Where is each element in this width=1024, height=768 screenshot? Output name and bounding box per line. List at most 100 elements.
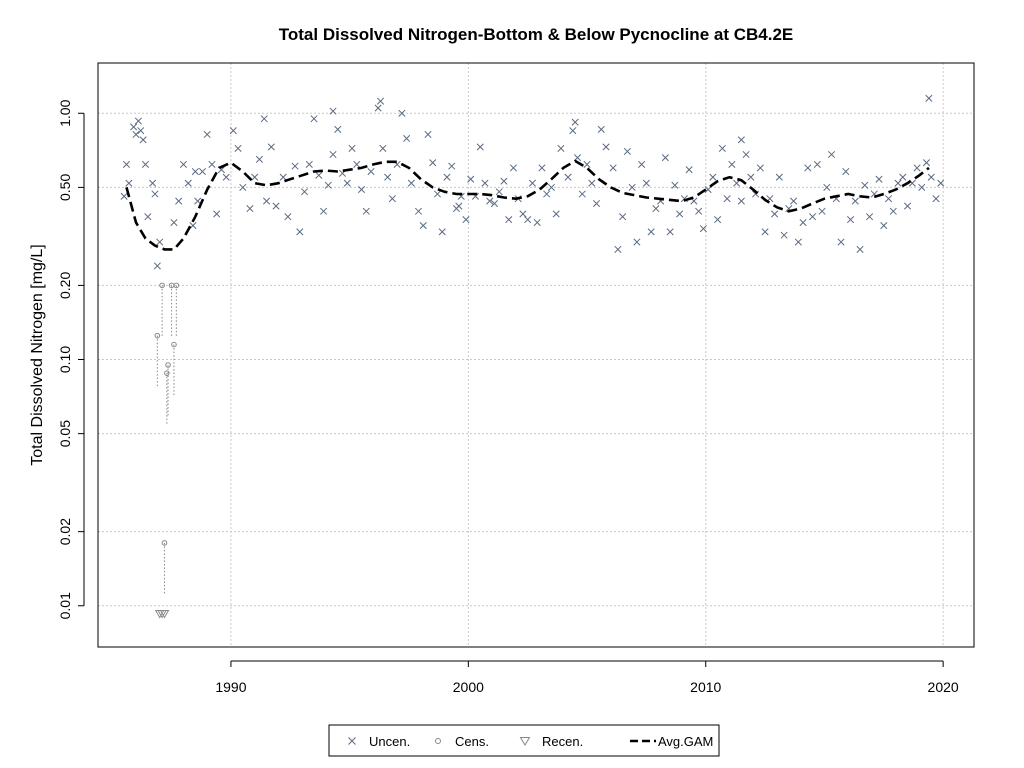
- x-tick-label: 2020: [928, 679, 959, 695]
- gam-curve: [125, 159, 930, 251]
- uncensored-point: [780, 231, 788, 239]
- uncensored-point: [476, 143, 484, 151]
- uncensored-point: [448, 162, 456, 170]
- uncensored-point: [433, 190, 442, 198]
- legend-label: Uncen.: [369, 734, 410, 749]
- uncensored-point: [324, 181, 332, 189]
- uncensored-point: [481, 179, 489, 187]
- uncensored-point: [137, 127, 145, 135]
- uncensored-point: [804, 164, 812, 172]
- uncensored-point: [737, 197, 745, 205]
- uncensored-point: [937, 179, 945, 187]
- uncensored-point: [932, 195, 940, 203]
- uncensored-point: [671, 181, 679, 189]
- uncensored-point: [704, 185, 712, 194]
- uncensored-point: [255, 155, 263, 163]
- uncensored-point: [666, 228, 674, 236]
- recensored-point: [159, 610, 170, 619]
- uncensored-point: [462, 216, 470, 224]
- uncensored-point: [279, 173, 287, 181]
- uncensored-point: [538, 164, 546, 172]
- censored-point: [173, 282, 180, 289]
- uncensored-point: [737, 136, 745, 144]
- uncensored-point: [184, 179, 192, 187]
- legend-label: Recen.: [542, 734, 583, 749]
- uncensored-point: [602, 143, 610, 151]
- uncensored-point: [799, 218, 807, 227]
- uncensored-point: [319, 207, 328, 215]
- uncensored-point: [875, 175, 883, 183]
- uncensored-point: [151, 190, 159, 198]
- uncensored-point: [709, 173, 717, 181]
- uncensored-point: [353, 160, 361, 168]
- uncensored-point: [222, 173, 230, 181]
- uncensored-point: [519, 210, 527, 218]
- uncensored-point: [547, 183, 555, 191]
- uncensored-point: [818, 207, 826, 215]
- uncensored-point: [661, 154, 669, 162]
- uncensored-point: [120, 192, 128, 200]
- y-tick-label: 0.10: [57, 346, 73, 373]
- y-tick-label: 0.01: [57, 592, 73, 619]
- uncensored-point: [652, 205, 660, 213]
- uncensored-point: [884, 195, 893, 203]
- uncensored-point: [851, 197, 859, 205]
- uncensored-point: [823, 183, 831, 191]
- y-tick-label: 0.05: [57, 420, 73, 447]
- uncensored-point: [272, 202, 280, 210]
- uncensored-point: [141, 160, 150, 168]
- uncensored-point: [357, 185, 366, 194]
- uncensored-point: [500, 177, 508, 185]
- uncensored-point: [329, 150, 337, 159]
- y-tick-label: 0.20: [57, 272, 73, 299]
- uncensored-point: [861, 181, 869, 189]
- x-tick-label: 2010: [690, 679, 721, 695]
- uncensored-point: [647, 228, 655, 236]
- uncensored-point: [742, 150, 750, 159]
- uncensored-point: [856, 245, 864, 253]
- uncensored-point: [569, 127, 577, 135]
- uncensored-point: [638, 160, 646, 168]
- uncensored-point: [775, 173, 783, 181]
- uncensored-point: [490, 199, 499, 208]
- x-axis: 1990 2000 2010 2020: [215, 660, 959, 695]
- uncensored-point: [403, 134, 411, 143]
- uncensored-point: [305, 160, 313, 168]
- uncensored-point: [728, 160, 736, 168]
- uncensored-point: [455, 202, 463, 210]
- legend-label: Cens.: [455, 734, 489, 749]
- legend-cens-marker: [435, 738, 441, 744]
- uncensored-point: [267, 143, 275, 151]
- uncensored-point: [894, 179, 902, 187]
- uncensored-point: [144, 213, 152, 221]
- uncensored-point: [505, 216, 513, 224]
- uncensored-point: [122, 160, 131, 168]
- uncensored-point: [229, 127, 237, 135]
- uncensored-point: [699, 225, 707, 233]
- uncensored-point: [438, 228, 446, 236]
- uncensored-point: [429, 159, 437, 167]
- uncensored-point: [262, 197, 271, 205]
- x-tick-label: 2000: [453, 679, 484, 695]
- uncensored-point: [865, 213, 874, 221]
- uncensored-point: [246, 205, 254, 213]
- uncensored-point: [376, 97, 385, 105]
- uncensored-point: [771, 210, 779, 218]
- y-axis: 0.01 0.02 0.05 0.10 0.20 0.50 1.00: [57, 99, 85, 619]
- uncensored-point: [310, 115, 318, 123]
- uncensored-point: [191, 167, 199, 176]
- uncensored-point: [597, 125, 605, 133]
- uncensored-point: [348, 144, 356, 152]
- uncensored-point: [628, 183, 636, 191]
- plot-frame: [97, 62, 975, 648]
- uncensored-point: [925, 94, 933, 102]
- legend: Uncen. Cens. Recen. Avg.GAM: [328, 724, 720, 757]
- uncensored-point: [723, 195, 731, 203]
- uncensored-point: [208, 160, 216, 168]
- uncensored-point: [533, 218, 541, 227]
- uncensored-point: [367, 167, 375, 176]
- uncensored-point: [609, 164, 617, 172]
- uncensored-point: [571, 118, 579, 126]
- uncensored-point: [291, 162, 299, 170]
- legend-recen-marker: [519, 737, 531, 746]
